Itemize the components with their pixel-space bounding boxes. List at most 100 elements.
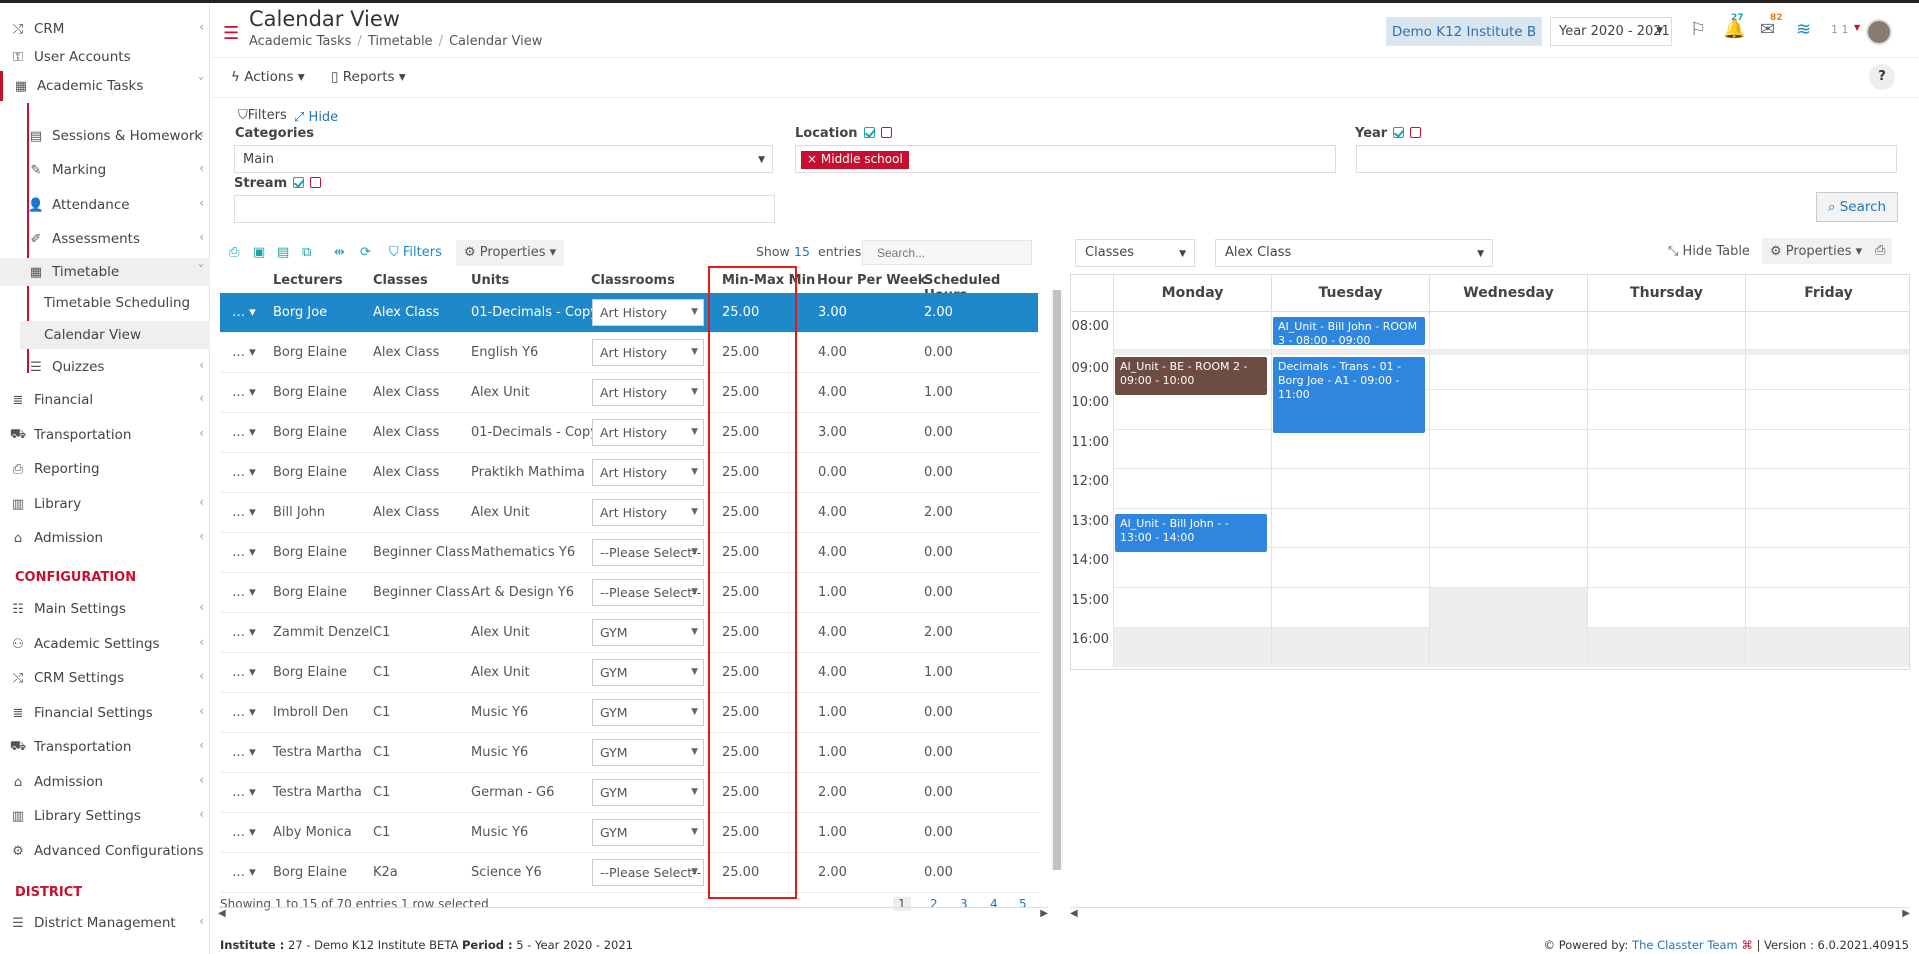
- help-button[interactable]: ?: [1869, 64, 1895, 90]
- row-menu-button[interactable]: … ▾: [232, 625, 256, 640]
- sidebar-item-library[interactable]: ▥ Library ‹: [0, 490, 210, 518]
- calendar-event[interactable]: AI_Unit - BE - ROOM 2 - 09:00 - 10:00: [1115, 357, 1267, 395]
- breadcrumb-timetable[interactable]: Timetable: [367, 34, 433, 49]
- classroom-select[interactable]: GYM ▼: [592, 739, 704, 766]
- classroom-select[interactable]: GYM ▼: [592, 659, 704, 686]
- sidebar-item-attendance[interactable]: 👤 Attendance ‹: [27, 196, 204, 213]
- breadcrumb-academic-tasks[interactable]: Academic Tasks: [249, 34, 352, 49]
- year-filter-select[interactable]: [1356, 145, 1897, 173]
- row-menu-button[interactable]: … ▾: [232, 705, 256, 720]
- table-row[interactable]: … ▾ Borg Elaine Alex Class English Y6 Art Hi…: [220, 333, 1038, 373]
- csv-icon[interactable]: ▤: [277, 245, 290, 260]
- classroom-select[interactable]: GYM ▼: [592, 619, 704, 646]
- classter-team-link[interactable]: The Classter Team: [1632, 938, 1738, 952]
- table-row[interactable]: … ▾ Testra Martha C1 Music Y6 GYM ▼ 25.00 1.00 0…: [220, 733, 1038, 773]
- avatar[interactable]: [1866, 19, 1892, 45]
- table-row[interactable]: … ▾ Alby Monica C1 Music Y6 GYM ▼ 25.00 1.00 0.0…: [220, 813, 1038, 853]
- clear-checkbox[interactable]: [880, 127, 892, 138]
- hide-filters-link[interactable]: ⤢ Hide: [294, 110, 339, 125]
- calendar-print-icon[interactable]: ⎙: [1868, 238, 1893, 264]
- select-all-checkbox[interactable]: [863, 127, 875, 138]
- row-menu-button[interactable]: … ▾: [232, 345, 256, 360]
- calendar-event[interactable]: AI_Unit - Bill John - - 13:00 - 14:00: [1115, 514, 1267, 552]
- table-row[interactable]: … ▾ Borg Elaine Alex Class Alex Unit Art His…: [220, 373, 1038, 413]
- refresh-icon[interactable]: ⟳: [360, 245, 371, 260]
- select-all-checkbox[interactable]: [293, 177, 305, 188]
- table-row[interactable]: … ▾ Borg Elaine Beginner Class Mathematics …: [220, 533, 1038, 573]
- columns-icon[interactable]: ⇹: [334, 245, 345, 260]
- row-menu-button[interactable]: … ▾: [232, 665, 256, 680]
- year-select[interactable]: Year 2020 - 2021 ▼: [1550, 17, 1672, 46]
- layers-icon[interactable]: ≋: [1796, 19, 1812, 40]
- search-button[interactable]: ⌕ Search: [1816, 192, 1898, 222]
- sidebar-item-user-accounts[interactable]: ⚿ User Accounts: [0, 43, 210, 71]
- calendar-view-select[interactable]: Classes ▼: [1075, 239, 1195, 267]
- row-menu-button[interactable]: … ▾: [232, 825, 256, 840]
- actions-button[interactable]: ϟ Actions ▾: [231, 69, 305, 85]
- grid-filters-button[interactable]: ⛉ Filters: [389, 245, 442, 260]
- sidebar-item-reporting[interactable]: ⎙ Reporting: [0, 455, 210, 483]
- clear-checkbox[interactable]: [1410, 127, 1422, 138]
- row-menu-button[interactable]: … ▾: [232, 585, 256, 600]
- sidebar-item-admission[interactable]: ⌂ Admission ‹: [0, 524, 210, 552]
- row-menu-button[interactable]: … ▾: [232, 865, 256, 880]
- sidebar-item-marking[interactable]: ✎ Marking ‹: [0, 156, 210, 184]
- copy-icon[interactable]: ⧉: [302, 245, 312, 260]
- mail-icon[interactable]: ✉: [1760, 19, 1776, 40]
- table-row[interactable]: … ▾ Borg Elaine Alex Class 01-Decimals - Co…: [220, 413, 1038, 453]
- table-row[interactable]: … ▾ Borg Joe Alex Class 01-Decimals - Copy A…: [220, 293, 1038, 333]
- table-row[interactable]: … ▾ Testra Martha C1 German - G6 GYM ▼ 25.00 2.…: [220, 773, 1038, 813]
- sidebar-item-quizzes[interactable]: ☰ Quizzes ‹: [0, 353, 210, 381]
- bell-icon[interactable]: 🔔: [1723, 19, 1746, 40]
- clear-checkbox[interactable]: [310, 177, 322, 188]
- classroom-select[interactable]: Art History ▼: [592, 499, 704, 526]
- column-header-units[interactable]: Units: [471, 273, 510, 288]
- sidebar-item-transportation-settings[interactable]: ⛟ Transportation ‹: [9, 738, 204, 755]
- table-row[interactable]: … ▾ Bill John Alex Class Alex Unit Art Histo…: [220, 493, 1038, 533]
- scroll-right-icon[interactable]: ▶: [1902, 908, 1910, 919]
- print-icon[interactable]: ⎙: [229, 245, 240, 260]
- classroom-select[interactable]: Art History ▼: [592, 299, 704, 326]
- reports-button[interactable]: ▯ Reports ▾: [331, 69, 406, 85]
- classroom-select[interactable]: Art History ▼: [592, 379, 704, 406]
- sidebar-item-district-management[interactable]: ☰ District Management ‹: [0, 909, 210, 937]
- sidebar-item-calendar-view[interactable]: Calendar View: [20, 321, 210, 349]
- column-header-classes[interactable]: Classes: [373, 273, 428, 288]
- column-header-hour-per-week[interactable]: Hour Per Week: [817, 273, 927, 288]
- sidebar-item-academic-tasks[interactable]: ▦ Academic Tasks ˅: [0, 71, 210, 101]
- scroll-left-icon[interactable]: ◀: [218, 908, 226, 919]
- class-select[interactable]: Alex Class ▼: [1215, 239, 1493, 267]
- row-menu-button[interactable]: … ▾: [232, 385, 256, 400]
- stream-select[interactable]: [234, 195, 775, 223]
- table-row[interactable]: … ▾ Zammit Denzel C1 Alex Unit GYM ▼ 25.00 4.00…: [220, 613, 1038, 653]
- sidebar-item-transportation[interactable]: ⛟ Transportation ‹: [9, 426, 204, 443]
- sidebar-item-financial-settings[interactable]: ≣ Financial Settings ‹: [0, 699, 210, 727]
- column-header-classrooms[interactable]: Classrooms: [591, 273, 675, 288]
- grid-vertical-scrollbar[interactable]: [1051, 290, 1063, 870]
- grid-properties-button[interactable]: ⚙ Properties ▾: [456, 240, 565, 266]
- page-4[interactable]: 4: [990, 897, 998, 911]
- sidebar-item-timetable[interactable]: ▦ Timetable ˅: [0, 258, 210, 286]
- classroom-select[interactable]: GYM ▼: [592, 699, 704, 726]
- entries-count-select[interactable]: 15: [794, 244, 810, 259]
- grid-search-input[interactable]: [862, 240, 1032, 265]
- grid-horizontal-scrollbar[interactable]: ◀ ▶: [218, 907, 1048, 919]
- sidebar-item-timetable-scheduling[interactable]: Timetable Scheduling: [44, 295, 191, 311]
- scroll-right-icon[interactable]: ▶: [1040, 908, 1048, 919]
- column-header-lecturers[interactable]: Lecturers: [273, 273, 343, 288]
- table-row[interactable]: … ▾ Borg Elaine K2a Science Y6 --Please Sele…: [220, 853, 1038, 893]
- calendar-event[interactable]: Decimals - Trans - 01 - Borg Joe - A1 - …: [1273, 357, 1425, 433]
- scroll-left-icon[interactable]: ◀: [1070, 908, 1078, 919]
- sidebar-item-main-settings[interactable]: ☷ Main Settings ‹: [0, 595, 210, 623]
- sidebar-item-crm-settings[interactable]: ⤭ CRM Settings ‹: [0, 664, 210, 692]
- row-menu-button[interactable]: … ▾: [232, 425, 256, 440]
- table-row[interactable]: … ▾ Imbroll Den C1 Music Y6 GYM ▼ 25.00 1.00 0.0…: [220, 693, 1038, 733]
- classroom-select[interactable]: --Please Select-- ▼: [592, 579, 704, 606]
- classroom-select[interactable]: --Please Select-- ▼: [592, 539, 704, 566]
- hamburger-menu-icon[interactable]: ☰: [223, 23, 240, 44]
- user-caret-icon[interactable]: ▼: [1854, 23, 1861, 32]
- column-header-min-max-min[interactable]: Min-Max Min: [722, 273, 816, 288]
- row-menu-button[interactable]: … ▾: [232, 785, 256, 800]
- calendar-event[interactable]: AI_Unit - Bill John - ROOM 3 - 08:00 - 0…: [1273, 317, 1425, 345]
- select-all-checkbox[interactable]: [1393, 127, 1405, 138]
